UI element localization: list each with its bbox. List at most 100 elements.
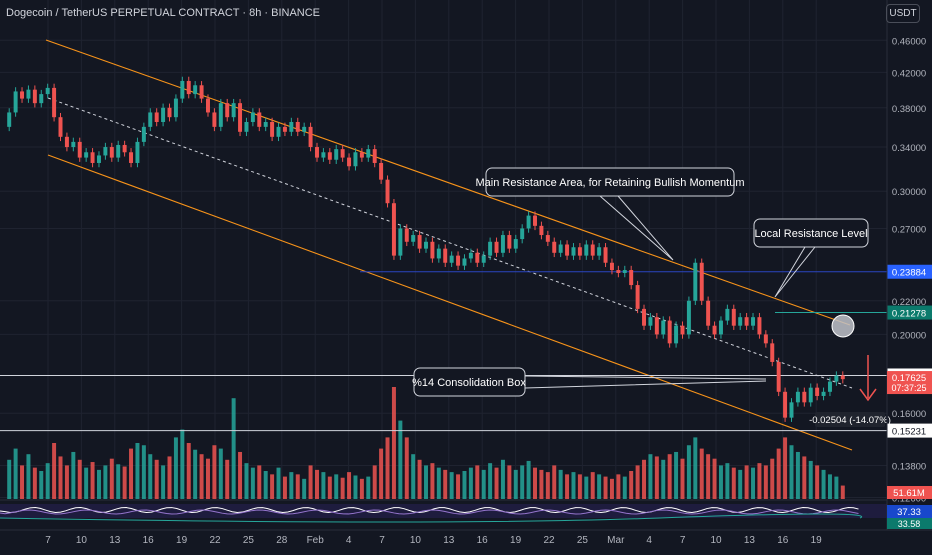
volume-bar bbox=[686, 445, 691, 499]
candle-body bbox=[64, 136, 69, 148]
candle-body bbox=[552, 241, 557, 253]
volume-bar bbox=[250, 467, 255, 499]
level-price-tag bbox=[887, 423, 932, 438]
candle-body bbox=[667, 320, 672, 344]
time-tick-label: 4 bbox=[346, 535, 352, 546]
measure-label-box bbox=[815, 412, 885, 427]
volume-bar bbox=[744, 465, 749, 499]
candle-body bbox=[135, 141, 140, 163]
volume-bar bbox=[449, 472, 454, 499]
volume-bar bbox=[225, 459, 230, 499]
candle-body bbox=[558, 244, 563, 253]
volume-bar bbox=[680, 458, 685, 499]
candle-body bbox=[789, 402, 794, 418]
candle-body bbox=[257, 112, 262, 127]
price-tick-label: 0.16000 bbox=[892, 409, 926, 420]
candle-body bbox=[385, 179, 390, 204]
candle-body bbox=[802, 391, 807, 403]
candle-body bbox=[148, 112, 153, 127]
price-tick-label: 0.22000 bbox=[892, 297, 926, 308]
time-tick-label: 22 bbox=[543, 535, 555, 546]
candle-body bbox=[763, 334, 768, 344]
candle-body bbox=[436, 248, 441, 259]
volume-bar bbox=[347, 472, 352, 499]
candle-body bbox=[180, 80, 185, 99]
volume-bar bbox=[808, 460, 813, 499]
volume-bar bbox=[148, 454, 153, 499]
volume-bar bbox=[456, 474, 461, 499]
time-tick-label: 25 bbox=[577, 535, 589, 546]
volume-bar bbox=[667, 454, 672, 499]
candle-body bbox=[244, 121, 249, 132]
candle-body bbox=[674, 325, 679, 344]
candle-body bbox=[173, 98, 178, 118]
volume-bar bbox=[353, 475, 358, 499]
volume-tag bbox=[887, 486, 932, 499]
level-price-tag bbox=[887, 264, 932, 279]
volume-bar bbox=[795, 451, 800, 499]
time-tick-label: 13 bbox=[744, 535, 756, 546]
volume-bar bbox=[590, 472, 595, 499]
candle-body bbox=[71, 141, 76, 148]
candle-body bbox=[545, 235, 550, 242]
candle-body bbox=[757, 317, 762, 335]
volume-bar bbox=[135, 443, 140, 499]
volume-bar bbox=[7, 459, 12, 499]
candle-body bbox=[90, 152, 95, 163]
volume-bar bbox=[308, 465, 313, 499]
candles bbox=[7, 76, 845, 422]
candle-body bbox=[39, 94, 44, 104]
level-price-tag bbox=[887, 305, 932, 320]
volume-bar bbox=[776, 448, 781, 499]
volume-bar bbox=[802, 456, 807, 499]
candle-body bbox=[353, 152, 358, 167]
volume-bar bbox=[404, 437, 409, 499]
volume-bar bbox=[712, 458, 717, 499]
candle-body bbox=[468, 252, 473, 259]
time-tick-label: 7 bbox=[45, 535, 51, 546]
time-tick-label: Feb bbox=[307, 535, 325, 546]
volume-bar bbox=[731, 467, 736, 499]
candle-body bbox=[398, 228, 403, 256]
volume-bar bbox=[783, 437, 788, 499]
volume-bar bbox=[629, 471, 634, 499]
candle-body bbox=[58, 117, 63, 137]
candle-body bbox=[654, 317, 659, 335]
volume-bar bbox=[366, 476, 371, 499]
time-tick-label: 10 bbox=[76, 535, 88, 546]
candle-body bbox=[751, 317, 756, 326]
volume-bar bbox=[340, 477, 345, 499]
candle-body bbox=[315, 147, 319, 158]
candle-body bbox=[776, 361, 781, 392]
candle-body bbox=[783, 391, 788, 418]
currency-button[interactable]: USDT bbox=[886, 4, 920, 23]
volume-bar bbox=[327, 476, 332, 499]
volume-bar bbox=[199, 454, 204, 499]
candle-body bbox=[270, 121, 275, 137]
volume-bar bbox=[827, 474, 832, 499]
volume-bar bbox=[173, 437, 178, 499]
volume-bar bbox=[539, 469, 544, 499]
volume-bar bbox=[417, 459, 422, 499]
candle-body bbox=[488, 241, 493, 256]
candle-body bbox=[308, 126, 313, 148]
candle-body bbox=[129, 152, 134, 163]
volume-bar bbox=[315, 469, 319, 499]
time-axis: 7 10 13 16 19 22 25 28 Feb 4 7 10 13 16 19 22 25 Mar 4 7 10 1… bbox=[0, 529, 932, 550]
volume-bar bbox=[609, 478, 614, 499]
callout-local-resistance: Local Resistance Level bbox=[754, 228, 867, 240]
volume-bar bbox=[443, 469, 448, 499]
price-tick-label: 0.46000 bbox=[892, 36, 926, 47]
candle-body bbox=[32, 89, 37, 104]
volume-bar bbox=[654, 456, 659, 499]
volume-bar bbox=[103, 465, 108, 499]
candle-body bbox=[205, 98, 210, 113]
volume-bar bbox=[411, 454, 416, 499]
candle-body bbox=[225, 103, 230, 118]
volume-bar bbox=[436, 467, 441, 499]
candle-body bbox=[417, 235, 422, 249]
volume-bar bbox=[840, 485, 845, 499]
volume-bar bbox=[52, 443, 57, 499]
candle-body bbox=[513, 239, 518, 249]
